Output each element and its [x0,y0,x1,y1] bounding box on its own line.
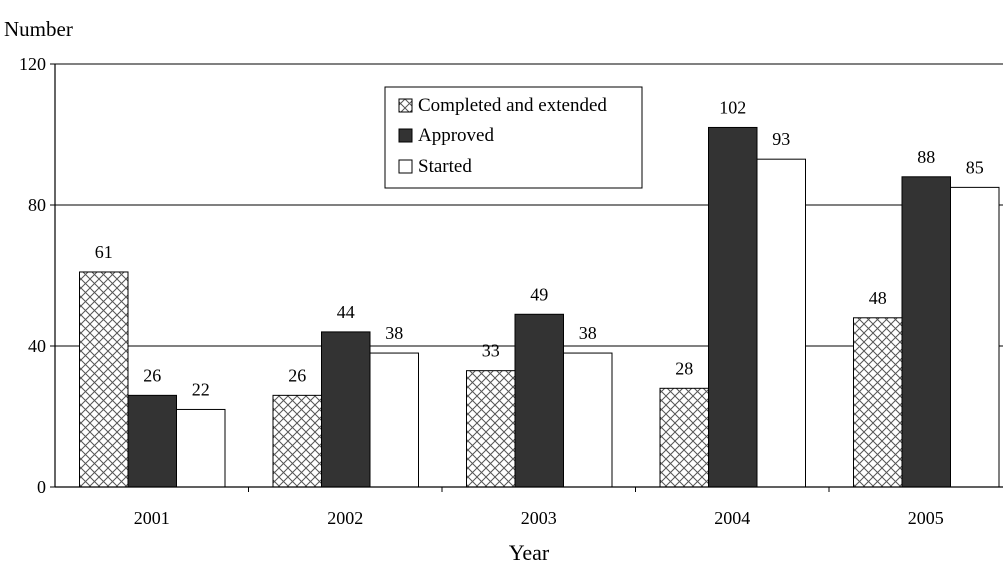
y-tick-label: 40 [28,336,46,356]
legend: Completed and extended Approved Started [384,86,643,189]
data-label: 85 [966,157,984,177]
bar-completed [272,394,322,487]
bar-started [369,352,419,487]
bar-started [563,352,613,487]
data-label: 48 [869,288,887,308]
x-tick-label: 2005 [908,508,944,528]
bar-approved [514,313,564,487]
x-axis-ticks: 2001 2002 2003 2004 2005 [134,487,944,528]
bar-started [756,158,806,487]
data-label: 88 [917,147,935,167]
x-axis-title: Year [509,540,550,565]
legend-label-completed: Completed and extended [418,95,607,116]
bar-completed [79,271,129,487]
bar-approved [127,394,177,487]
x-tick-label: 2002 [327,508,363,528]
data-label: 26 [288,365,306,385]
legend-swatch-started [398,159,413,174]
bar-completed [659,387,709,487]
legend-box [384,86,643,189]
x-tick-label: 2004 [714,508,750,528]
bar-started [950,186,1000,487]
data-label: 26 [143,365,161,385]
y-axis-ticks: 0 40 80 120 [19,54,55,497]
x-tick-label: 2001 [134,508,170,528]
data-label: 49 [530,284,548,304]
data-label: 28 [675,358,693,378]
bar-approved [708,126,758,487]
axes [54,63,1003,488]
data-label: 33 [482,341,500,361]
data-label: 22 [192,379,210,399]
y-axis-title: Number [4,17,73,41]
bar-approved [321,331,371,487]
y-tick-label: 120 [19,54,46,74]
data-label: 38 [385,323,403,343]
legend-swatch-completed [398,98,413,113]
y-tick-label: 0 [37,477,46,497]
y-tick-label: 80 [28,195,46,215]
data-label: 38 [579,323,597,343]
legend-swatch-approved [398,128,413,143]
data-labels: 61 26 22 26 44 38 33 49 38 28 102 93 48 88 85 [95,97,984,399]
bar-completed [853,317,903,487]
data-label: 102 [719,97,746,117]
bar-started [176,408,226,487]
bar-approved [901,176,951,487]
bar-completed [466,370,516,487]
bars [79,126,1000,487]
data-label: 44 [337,302,355,322]
legend-label-approved: Approved [418,125,494,146]
data-label: 61 [95,242,113,262]
legend-label-started: Started [418,156,472,177]
x-tick-label: 2003 [521,508,557,528]
data-label: 93 [772,129,790,149]
